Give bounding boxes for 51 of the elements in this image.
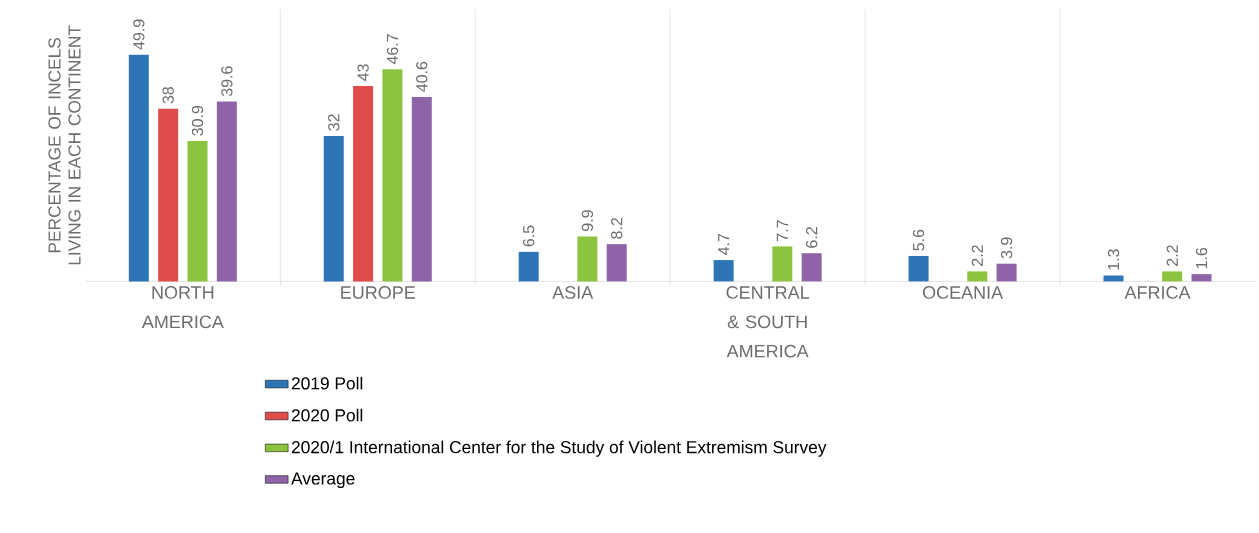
bar [606, 243, 627, 282]
bar [713, 259, 734, 282]
data-label: 32 [328, 114, 340, 131]
bar [801, 253, 822, 282]
x-tick-label: CENTRAL & SOUTH AMERICA [726, 285, 810, 358]
data-label: 6.5 [523, 225, 535, 247]
data-label: 7.7 [776, 220, 788, 241]
x-tick-label: OCEANIA [922, 285, 1004, 299]
bar [577, 236, 598, 282]
data-label: 40.6 [416, 61, 428, 92]
bar [187, 140, 208, 282]
data-label: 43 [357, 63, 369, 81]
data-label: 8.2 [611, 217, 623, 239]
data-label: 46.7 [386, 33, 399, 64]
data-label: 49.9 [133, 19, 145, 50]
data-label: 2.2 [1166, 245, 1178, 266]
legend-label: 2020/1 International Center for the Study of Violent Extremism Survey [291, 440, 827, 457]
bar [323, 135, 344, 282]
data-label: 1.3 [1107, 249, 1120, 270]
bar [1162, 271, 1183, 282]
bar [382, 68, 403, 282]
data-label: 9.9 [581, 209, 594, 231]
bar [411, 96, 432, 282]
bar [128, 54, 149, 282]
bar [1191, 273, 1212, 282]
bar [908, 255, 929, 282]
bar [518, 251, 539, 282]
bar [158, 108, 179, 282]
bar [772, 246, 793, 282]
y-axis-title: PERCENTAGE OF INCELS LIVING IN EACH CONTINENT [48, 25, 81, 265]
bar [216, 101, 237, 282]
bar [353, 85, 374, 282]
x-tick-label: ASIA [552, 285, 594, 299]
data-label: 30.9 [191, 105, 204, 136]
bar [996, 263, 1017, 282]
data-label: 4.7 [718, 233, 730, 255]
legend-label: 2020 Poll [291, 408, 363, 422]
legend-label: 2019 Poll [291, 376, 363, 390]
data-label: 6.2 [806, 226, 818, 248]
x-tick-label: NORTH AMERICA [141, 285, 224, 328]
data-label: 3.9 [1000, 237, 1013, 259]
bar [1103, 275, 1124, 282]
data-label: 39.6 [221, 66, 233, 96]
x-tick-label: EUROPE [341, 285, 416, 299]
legend-label: Average [291, 472, 355, 488]
data-label: 1.6 [1195, 247, 1208, 268]
data-label: 2.2 [971, 245, 983, 266]
data-label: 38 [162, 86, 174, 104]
bar [967, 271, 988, 282]
x-tick-label: AFRICA [1124, 285, 1191, 299]
data-label: 5.6 [912, 229, 925, 251]
